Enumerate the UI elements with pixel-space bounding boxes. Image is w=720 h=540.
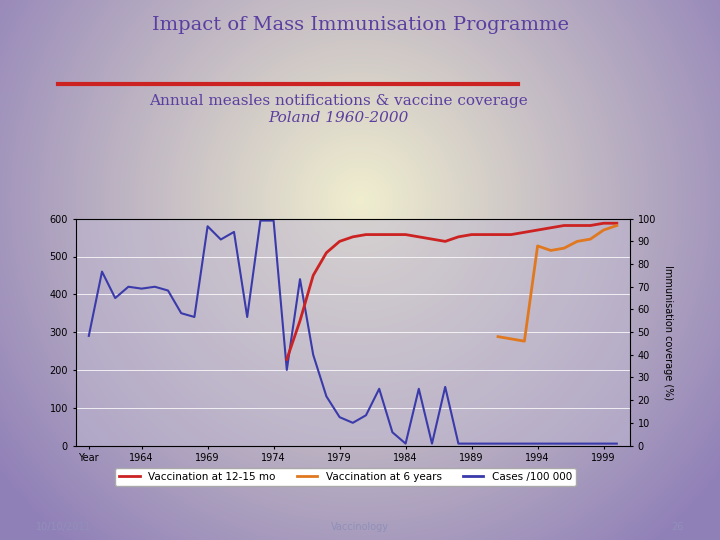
Text: Annual measles notifications & vaccine coverage: Annual measles notifications & vaccine c… [149, 94, 528, 109]
Y-axis label: Immunisation coverage (%): Immunisation coverage (%) [662, 265, 672, 400]
Text: 10/10/2011: 10/10/2011 [36, 522, 91, 532]
Text: Vaccinology: Vaccinology [331, 522, 389, 532]
Legend: Vaccination at 12-15 mo, Vaccination at 6 years, Cases /100 000: Vaccination at 12-15 mo, Vaccination at … [115, 468, 576, 486]
Text: 26: 26 [672, 522, 684, 532]
Text: Impact of Mass Immunisation Programme: Impact of Mass Immunisation Programme [151, 16, 569, 34]
X-axis label: Year: Year [341, 469, 364, 478]
Text: Poland 1960-2000: Poland 1960-2000 [269, 111, 408, 125]
